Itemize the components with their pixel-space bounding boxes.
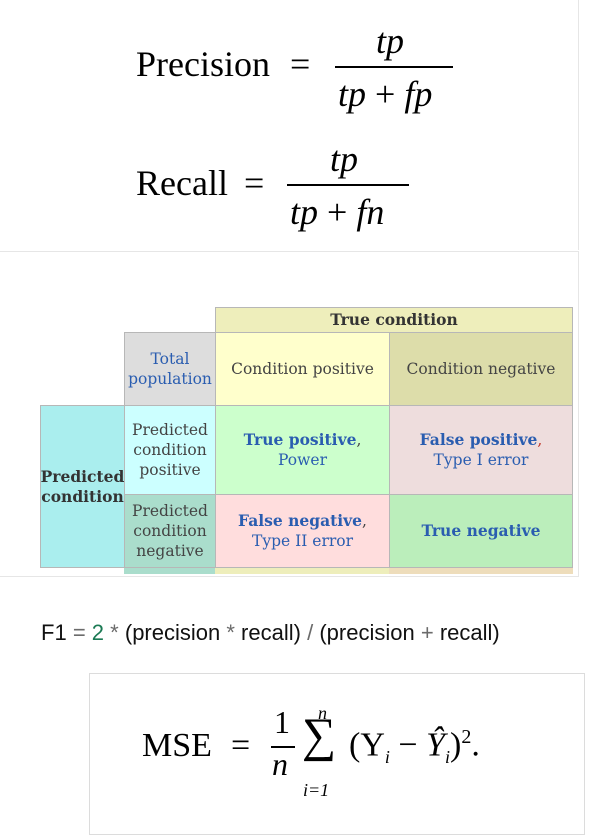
confusion-matrix: True condition Total population Conditio… bbox=[0, 251, 579, 577]
mse-sum-upper: n bbox=[318, 703, 327, 723]
table-overflow-strip-3 bbox=[389, 568, 573, 574]
recall-denominator: tp + fn bbox=[290, 192, 385, 232]
table-overflow-strip-1 bbox=[124, 568, 216, 574]
mse-equals: = bbox=[231, 727, 251, 764]
mse-fraction-bar bbox=[271, 746, 295, 748]
mse-formula-block: MSE = 1 n n ∑ i=1 (Yi − Ŷi)2. bbox=[89, 673, 585, 835]
table-overflow-strip-2 bbox=[215, 568, 390, 574]
recall-label: Recall bbox=[136, 163, 228, 203]
mse-fraction-denominator: n bbox=[272, 746, 288, 782]
precision-recall-formula-block: Precision = tp tp + fp Recall = tp tp + … bbox=[0, 0, 579, 250]
condition-positive-header: Condition positive bbox=[215, 332, 390, 406]
predicted-positive-header: Predicted condition positive bbox=[124, 405, 216, 495]
precision-fraction-bar bbox=[335, 66, 453, 68]
mse-fraction-numerator: 1 bbox=[274, 704, 290, 740]
true-negative-cell: True negative bbox=[389, 494, 573, 568]
mse-sum-lower: i=1 bbox=[303, 780, 330, 800]
precision-numerator: tp bbox=[376, 21, 405, 61]
total-population-link[interactable]: Total population bbox=[124, 332, 216, 406]
false-negative-link[interactable]: False negative bbox=[238, 511, 363, 530]
recall-equals: = bbox=[244, 163, 265, 203]
false-positive-cell: False positive, Type I error bbox=[389, 405, 573, 495]
recall-numerator: tp bbox=[330, 139, 359, 179]
true-positive-link[interactable]: True positive bbox=[243, 430, 357, 449]
false-positive-link[interactable]: False positive bbox=[419, 430, 538, 449]
precision-denominator: tp + fp bbox=[338, 74, 433, 114]
true-negative-link[interactable]: True negative bbox=[421, 521, 541, 540]
mse-summand: (Yi − Ŷi)2. bbox=[349, 726, 480, 768]
true-condition-header: True condition bbox=[215, 307, 573, 333]
predicted-condition-header: Predicted condition bbox=[40, 405, 125, 568]
precision-label: Precision bbox=[136, 44, 270, 84]
type-ii-error-link[interactable]: Type II error bbox=[251, 532, 354, 550]
recall-fraction-bar bbox=[287, 184, 409, 186]
type-i-error-link[interactable]: Type I error bbox=[433, 451, 529, 469]
predicted-negative-header: Predicted condition negative bbox=[124, 494, 216, 568]
mse-label: MSE bbox=[142, 727, 212, 764]
power-link[interactable]: Power bbox=[278, 451, 327, 469]
f1-formula: F1 = 2 * (precision * recall) / (precisi… bbox=[41, 620, 500, 645]
mse-sigma: ∑ bbox=[302, 709, 337, 762]
true-positive-cell: True positive, Power bbox=[215, 405, 390, 495]
condition-negative-header: Condition negative bbox=[389, 332, 573, 406]
false-negative-cell: False negative, Type II error bbox=[215, 494, 390, 568]
precision-equals: = bbox=[290, 44, 311, 84]
